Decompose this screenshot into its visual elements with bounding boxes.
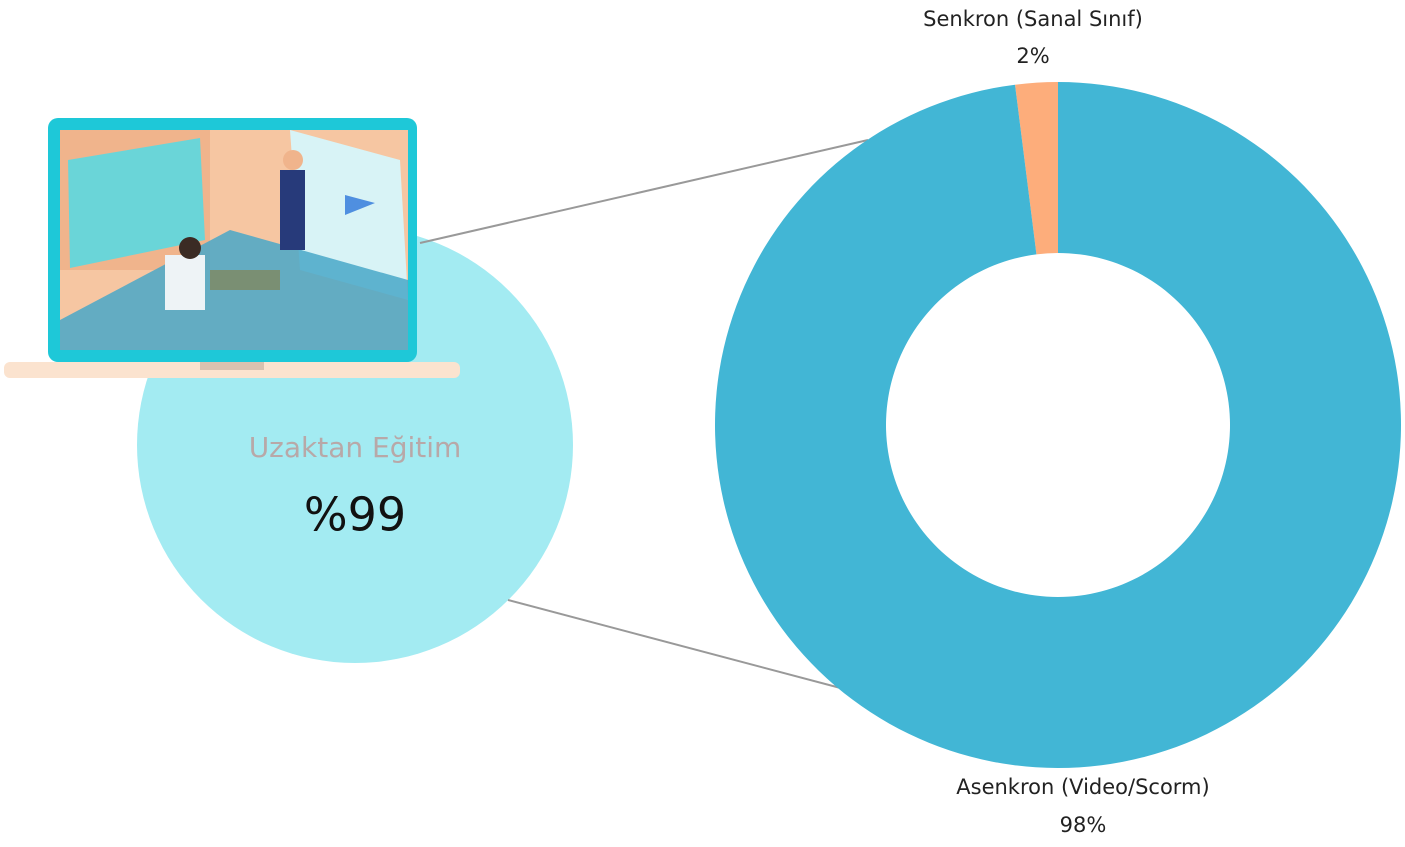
slice-label: Senkron (Sanal Sınıf)	[923, 7, 1143, 31]
callout-value: %99	[304, 488, 406, 542]
callout-label: Uzaktan Eğitim	[249, 431, 462, 464]
slice-label: Asenkron (Video/Scorm)	[956, 775, 1209, 799]
slice-value-label: 2%	[1016, 44, 1049, 68]
connector-line	[507, 599, 849, 691]
donut-slice	[715, 82, 1401, 768]
donut-slice	[1015, 82, 1058, 255]
laptop-illustration	[4, 118, 460, 378]
connector-line	[419, 139, 869, 244]
slice-value-label: 98%	[1060, 813, 1107, 837]
